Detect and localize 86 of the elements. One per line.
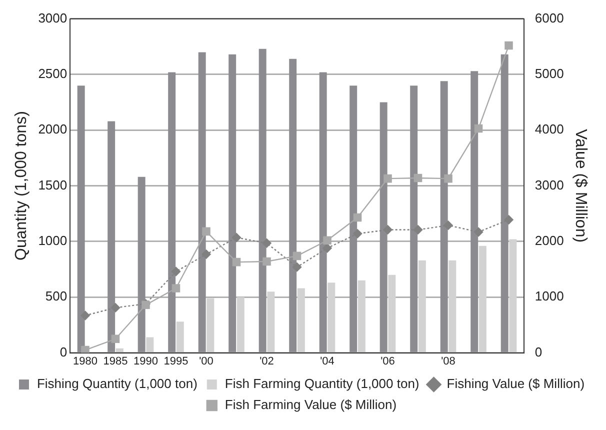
bar [116,348,124,352]
bar [289,58,297,352]
x-tick-label: '00 [199,355,214,368]
point [353,213,362,222]
bar [228,54,236,352]
point [292,262,302,272]
y2-tick-label: 5000 [534,66,564,82]
bar [108,121,116,352]
x-tick-label: '08 [441,355,456,368]
point [322,244,332,253]
point [474,124,483,133]
legend-label: Fishing Value ($ Million) [446,376,585,392]
point [504,215,514,224]
y2-tick-label: 2000 [534,233,564,248]
bar [138,176,146,352]
bar [267,292,275,352]
y2-tick-label: 6000 [534,10,564,26]
point [171,266,181,276]
y-tick-label: 3000 [38,10,68,26]
bar [236,297,244,352]
x-tick-label: '06 [380,355,395,368]
y-tick-label: 2500 [38,66,68,82]
point [202,250,211,259]
y-tick-label: 2000 [38,122,68,137]
bar [388,274,396,352]
bar [198,52,206,352]
point [444,220,453,230]
point [262,257,271,266]
x-tick-label: 1985 [103,355,128,368]
point [232,232,242,242]
point [352,229,362,238]
point [384,174,392,183]
point [444,174,452,183]
legend-label: Fish Farming Value ($ Million) [224,397,397,412]
bar [206,298,214,352]
point [80,310,90,320]
bar [418,260,426,352]
bar [380,102,388,352]
y-axis-title: Quantity (1,000 tons) [13,111,30,261]
point [474,227,484,237]
bar [448,260,456,352]
bar [470,71,478,352]
point [110,303,120,312]
bar [410,86,418,352]
bar [509,239,517,352]
x-tick-label: '04 [320,355,334,368]
bar [328,282,336,352]
bar [176,322,184,352]
point [504,41,513,50]
point [81,346,90,353]
point [262,238,272,248]
bar [146,337,154,352]
y-tick-label: 1500 [38,177,68,192]
bar [358,280,366,352]
bar [77,86,85,352]
bar [350,86,358,352]
point [202,227,210,236]
y2-tick-label: 3000 [534,177,564,192]
point [232,258,241,266]
y2-tick-label: 1000 [534,288,564,304]
y-tick-label: 0 [60,344,68,360]
y2-tick-label: 0 [534,344,542,360]
bar [478,246,486,352]
bar [319,72,327,352]
x-tick-label: 1980 [73,355,98,368]
point [292,252,302,260]
x-tick-label: 1990 [134,355,158,368]
point [383,225,392,234]
x-tick-label: '02 [260,355,274,368]
bar [168,72,176,352]
bar [500,54,508,352]
y-tick-label: 1000 [38,233,68,248]
y2-tick-label: 4000 [534,122,564,137]
point [414,174,422,182]
bar [297,288,305,352]
legend-label: Fish Farming Quantity (1,000 ton) [224,376,420,392]
bar [258,48,266,352]
x-tick-label: 1995 [164,355,188,368]
y2-axis-title: Value ($ Million) [572,129,589,243]
point [323,236,332,244]
bar [440,81,448,352]
legend-label: Fishing Quantity (1,000 ton) [36,376,198,392]
point [413,225,423,234]
point [172,284,180,292]
y-tick-label: 500 [45,288,68,304]
point [111,334,120,344]
